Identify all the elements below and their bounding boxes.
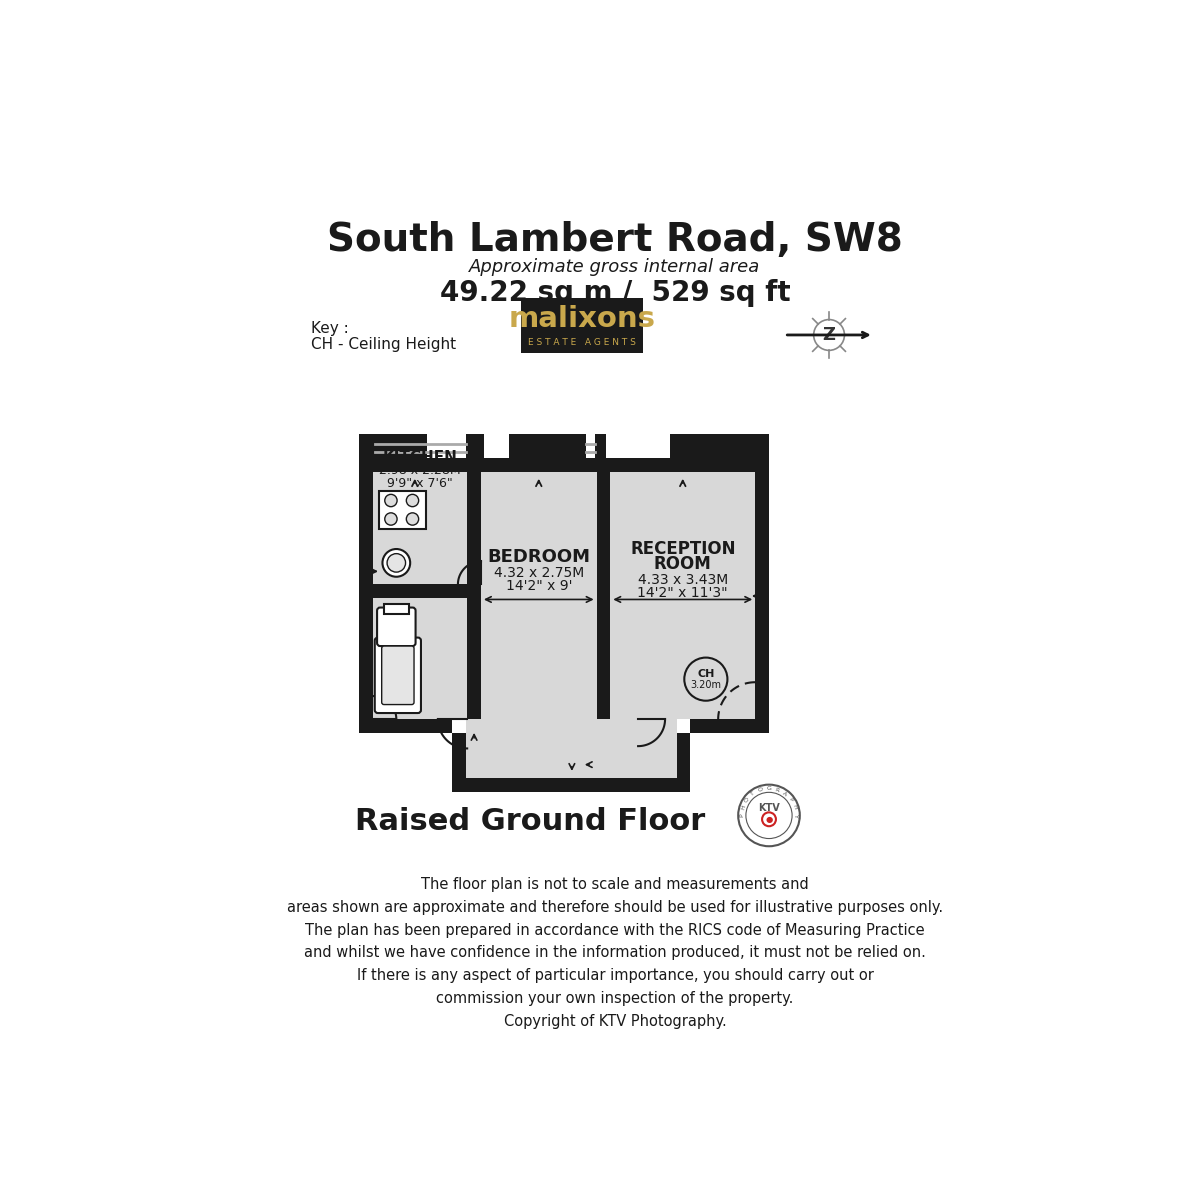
Text: T: T — [750, 791, 756, 797]
Text: 4.33 x 3.43M: 4.33 x 3.43M — [637, 574, 728, 587]
Text: Raised Ground Floor: Raised Ground Floor — [355, 808, 706, 836]
Text: E S T A T E   A G E N T S: E S T A T E A G E N T S — [528, 338, 636, 347]
Bar — [451, 779, 690, 792]
Bar — [373, 458, 755, 719]
Text: P: P — [787, 797, 794, 803]
Text: 3.20m: 3.20m — [690, 679, 721, 690]
Text: The floor plan is not to scale and measurements and
areas shown are approximate : The floor plan is not to scale and measu… — [287, 877, 943, 1028]
Text: 14'2" x 11'3": 14'2" x 11'3" — [637, 587, 728, 600]
Bar — [379, 491, 426, 529]
Text: Key :: Key : — [311, 322, 349, 336]
Text: ●: ● — [766, 815, 773, 823]
Circle shape — [738, 785, 799, 846]
Bar — [359, 458, 769, 472]
Circle shape — [746, 792, 792, 839]
Text: KITCHEN: KITCHEN — [383, 450, 457, 464]
Text: G: G — [767, 786, 772, 791]
FancyBboxPatch shape — [377, 607, 415, 646]
Circle shape — [385, 512, 397, 526]
Circle shape — [407, 494, 419, 506]
Bar — [596, 458, 611, 719]
Circle shape — [383, 550, 410, 577]
Text: O: O — [744, 796, 751, 803]
Bar — [373, 584, 467, 599]
Text: BEDROOM: BEDROOM — [487, 548, 590, 566]
Bar — [359, 433, 427, 472]
Bar — [359, 719, 451, 733]
Text: 9'9" x 7'6": 9'9" x 7'6" — [388, 478, 454, 490]
Text: A: A — [781, 791, 788, 797]
Bar — [755, 458, 769, 733]
Bar — [690, 719, 769, 733]
Text: 49.22 sq m /  529 sq ft: 49.22 sq m / 529 sq ft — [439, 278, 791, 307]
Circle shape — [407, 512, 419, 526]
Bar — [467, 458, 481, 719]
Text: Approximate gross internal area: Approximate gross internal area — [469, 258, 761, 276]
Circle shape — [388, 553, 406, 572]
Text: 4.32 x 2.75M: 4.32 x 2.75M — [493, 565, 584, 580]
Circle shape — [385, 494, 397, 506]
Text: malixons: malixons — [509, 305, 655, 332]
FancyBboxPatch shape — [374, 637, 421, 713]
Bar — [677, 733, 690, 792]
Text: 14'2" x 9': 14'2" x 9' — [505, 578, 572, 593]
Text: KTV: KTV — [758, 803, 780, 812]
Text: O: O — [757, 787, 764, 793]
FancyBboxPatch shape — [382, 646, 414, 704]
Bar — [451, 733, 466, 792]
Bar — [671, 433, 769, 472]
Bar — [384, 605, 409, 614]
Text: CH - Ceiling Height: CH - Ceiling Height — [311, 337, 456, 352]
Bar — [595, 433, 606, 472]
Bar — [359, 458, 373, 733]
Text: H: H — [792, 804, 798, 810]
Circle shape — [684, 658, 727, 701]
Text: R: R — [774, 787, 780, 793]
Text: 2.98 x 2.28M: 2.98 x 2.28M — [379, 464, 461, 476]
Text: Y: Y — [793, 814, 798, 817]
Text: H: H — [740, 804, 746, 810]
Text: ROOM: ROOM — [654, 556, 712, 574]
Text: RECEPTION: RECEPTION — [630, 540, 736, 558]
Text: P: P — [739, 814, 744, 817]
Bar — [466, 433, 484, 472]
Bar — [466, 719, 677, 779]
Bar — [509, 433, 586, 472]
Text: South Lambert Road, SW8: South Lambert Road, SW8 — [328, 221, 902, 259]
Text: Z: Z — [823, 326, 835, 344]
Text: CH: CH — [697, 668, 714, 679]
Bar — [521, 298, 643, 354]
